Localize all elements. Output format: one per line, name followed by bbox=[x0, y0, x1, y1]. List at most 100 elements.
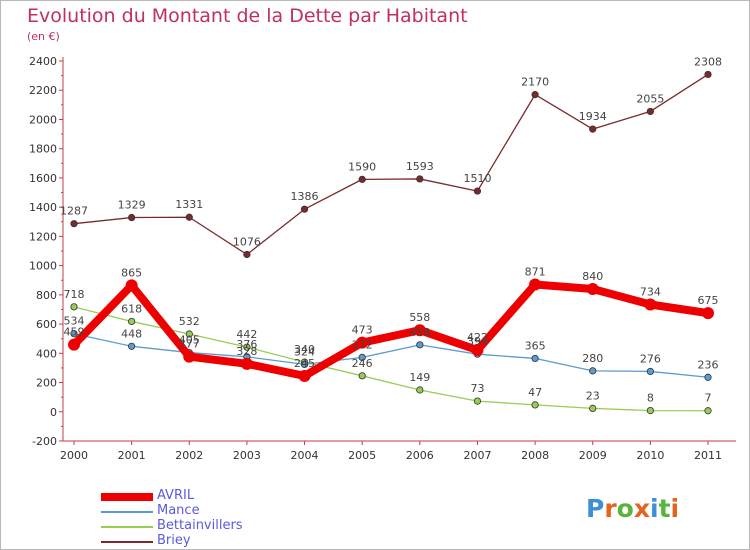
series-line-bettainvillers bbox=[73, 306, 709, 412]
y-tick-label: 2200 bbox=[29, 84, 57, 97]
legend-item-avril: AVRIL bbox=[101, 488, 301, 504]
legend-item-mance: Mance bbox=[101, 503, 301, 519]
data-point-mance bbox=[300, 360, 309, 369]
data-point-avril bbox=[356, 336, 369, 349]
x-tick-label: 2008 bbox=[521, 449, 549, 462]
y-tick-label: 1600 bbox=[29, 172, 57, 185]
data-point-mance bbox=[358, 353, 366, 361]
data-label-bettainvillers: 47 bbox=[528, 386, 542, 399]
data-label-avril: 422 bbox=[467, 331, 488, 344]
data-point-mance bbox=[589, 367, 597, 375]
data-point-mance bbox=[128, 342, 136, 350]
data-point-avril bbox=[644, 298, 657, 311]
data-point-avril bbox=[529, 278, 542, 291]
data-label-mance: 276 bbox=[640, 352, 661, 365]
data-point-bettainvillers bbox=[128, 317, 136, 326]
chart-title: Evolution du Montant de la Dette par Hab… bbox=[27, 5, 468, 27]
data-label-briey: 2055 bbox=[636, 92, 664, 105]
data-label-mance: 376 bbox=[236, 338, 257, 351]
data-label-mance: 458 bbox=[409, 326, 430, 339]
data-point-avril bbox=[471, 344, 484, 357]
legend-label-briey: Briey bbox=[157, 533, 191, 548]
x-tick-label: 2005 bbox=[348, 449, 376, 462]
legend-item-bettainvillers: Bettainvillers bbox=[101, 518, 301, 534]
data-label-briey: 1287 bbox=[60, 205, 88, 218]
y-tick-label: 600 bbox=[36, 318, 57, 331]
data-point-briey bbox=[589, 125, 597, 133]
data-point-bettainvillers bbox=[70, 303, 78, 311]
data-label-briey: 1593 bbox=[406, 160, 434, 173]
data-point-mance bbox=[646, 367, 654, 376]
data-label-avril: 675 bbox=[698, 294, 719, 307]
data-point-bettainvillers bbox=[358, 372, 366, 380]
data-point-briey bbox=[531, 91, 539, 99]
data-point-avril bbox=[298, 369, 311, 382]
y-tick-label: 1400 bbox=[29, 201, 57, 214]
x-tick-label: 2003 bbox=[233, 449, 261, 462]
logo-letter: t bbox=[658, 494, 671, 523]
data-label-avril: 558 bbox=[409, 311, 430, 324]
data-label-avril: 865 bbox=[121, 266, 142, 279]
logo-letter: i bbox=[650, 494, 659, 523]
x-tick-label: 2006 bbox=[406, 449, 434, 462]
legend-item-briey: Briey bbox=[101, 533, 301, 549]
data-point-mance bbox=[704, 373, 712, 381]
legend-swatch-avril bbox=[101, 492, 153, 501]
data-point-avril bbox=[183, 350, 196, 363]
data-point-briey bbox=[70, 220, 78, 228]
data-label-mance: 394 bbox=[467, 335, 488, 348]
x-tick-label: 2001 bbox=[118, 449, 146, 462]
data-point-briey bbox=[243, 250, 251, 259]
x-tick-label: 2002 bbox=[175, 449, 203, 462]
logo-letter: o bbox=[616, 494, 634, 523]
data-label-avril: 459 bbox=[64, 326, 85, 339]
data-point-avril bbox=[413, 324, 426, 337]
data-label-briey: 1331 bbox=[175, 198, 203, 211]
logo-letter: P bbox=[586, 494, 605, 523]
data-point-avril bbox=[586, 283, 599, 295]
y-tick-label: 1200 bbox=[29, 230, 57, 243]
legend-swatch-bettainvillers bbox=[101, 525, 153, 528]
data-label-mance: 448 bbox=[121, 327, 142, 340]
data-point-avril bbox=[702, 307, 714, 320]
logo-letter: i bbox=[670, 494, 680, 523]
data-label-briey: 1934 bbox=[579, 110, 607, 123]
x-tick-label: 2011 bbox=[694, 449, 722, 462]
data-label-avril: 473 bbox=[352, 324, 373, 337]
x-tick-label: 2009 bbox=[579, 449, 607, 462]
y-tick-label: 2000 bbox=[29, 113, 57, 126]
data-point-bettainvillers bbox=[589, 404, 597, 413]
data-label-bettainvillers: 340 bbox=[294, 343, 315, 356]
data-point-briey bbox=[185, 213, 193, 221]
data-label-avril: 377 bbox=[179, 338, 200, 351]
data-label-mance: 324 bbox=[294, 345, 315, 358]
y-tick-label: 1000 bbox=[29, 260, 57, 273]
data-label-mance: 372 bbox=[352, 338, 373, 351]
data-label-avril: 840 bbox=[582, 270, 603, 283]
x-tick-label: 2007 bbox=[463, 449, 491, 462]
series-line-avril bbox=[70, 280, 712, 380]
y-tick-label: 2400 bbox=[29, 55, 57, 68]
data-label-briey: 2308 bbox=[694, 55, 722, 68]
data-label-bettainvillers: 23 bbox=[586, 389, 600, 402]
data-label-bettainvillers: 532 bbox=[179, 315, 200, 328]
data-point-mance bbox=[531, 354, 539, 363]
data-point-bettainvillers bbox=[185, 330, 193, 338]
data-label-bettainvillers: 246 bbox=[352, 357, 373, 370]
data-point-bettainvillers bbox=[243, 343, 251, 351]
data-point-briey bbox=[473, 187, 482, 195]
legend-label-avril: AVRIL bbox=[157, 488, 195, 503]
data-label-briey: 1076 bbox=[233, 236, 261, 249]
data-point-briey bbox=[300, 205, 309, 213]
data-point-avril bbox=[240, 357, 253, 370]
data-point-avril bbox=[68, 338, 80, 351]
data-label-mance: 280 bbox=[582, 352, 603, 365]
data-point-bettainvillers bbox=[416, 386, 424, 394]
chart-subtitle: (en €) bbox=[27, 30, 60, 43]
data-point-briey bbox=[128, 213, 136, 222]
proxiti-logo: Proxiti bbox=[586, 494, 679, 523]
data-point-bettainvillers bbox=[646, 406, 654, 415]
legend-label-mance: Mance bbox=[157, 503, 200, 518]
